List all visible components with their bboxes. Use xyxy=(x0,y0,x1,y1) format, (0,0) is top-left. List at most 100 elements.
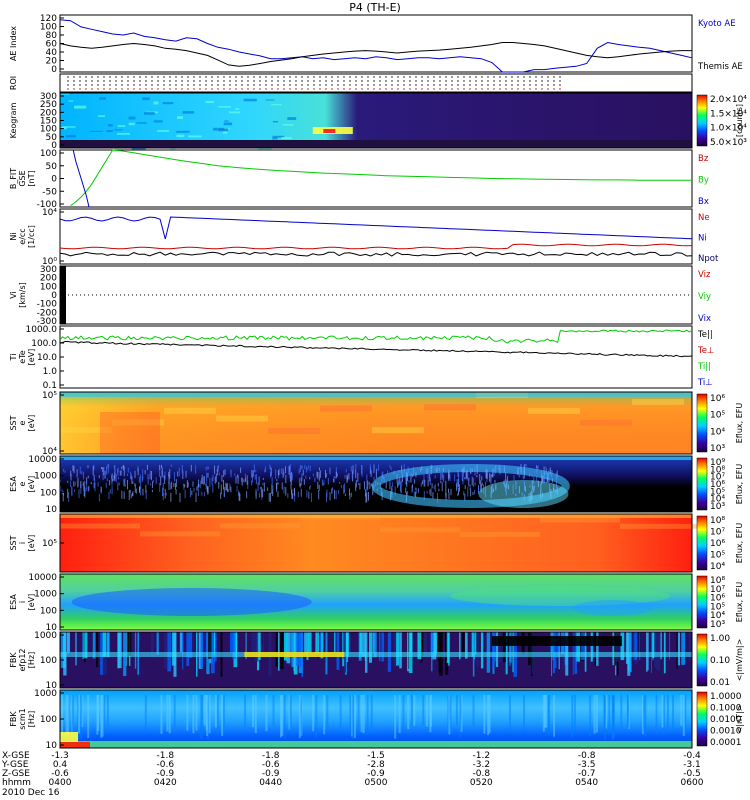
esa-e-noise xyxy=(251,480,253,486)
ytick-keogram: 250 xyxy=(40,100,57,110)
roi-dot xyxy=(217,88,219,90)
roi-dot xyxy=(127,80,129,82)
esa-e-noise xyxy=(162,487,164,497)
roi-dot xyxy=(337,88,339,90)
roi-dot xyxy=(211,84,213,86)
esa-e-noise xyxy=(265,466,267,473)
roi-dot xyxy=(373,88,375,90)
roi-dot xyxy=(493,84,495,86)
esa-e-noise xyxy=(117,482,119,491)
esa-e-noise xyxy=(239,493,241,502)
fbk-b-column xyxy=(407,695,410,730)
ytick-bfit: -50 xyxy=(42,187,57,197)
esa-e-noise xyxy=(246,491,248,499)
roi-dot xyxy=(193,84,195,86)
series-bfit-1 xyxy=(70,149,692,207)
esa-e-noise xyxy=(297,491,299,498)
esa-e-noise xyxy=(246,475,248,485)
sst-e-bin xyxy=(268,427,320,434)
colorbar-tick-sst_e: 10³ xyxy=(710,444,725,454)
esa-e-noise xyxy=(93,474,95,481)
esa-e-noise xyxy=(542,478,544,481)
roi-dot xyxy=(259,84,261,86)
esa-e-noise xyxy=(464,477,466,480)
footer-row-label: hhmm xyxy=(2,778,31,788)
roi-dot xyxy=(313,88,315,90)
roi-dot xyxy=(169,84,171,86)
ylabel-ae: AE Index xyxy=(9,26,18,61)
esa-e-noise xyxy=(333,478,335,482)
fbk-b-column xyxy=(487,695,490,736)
roi-dot xyxy=(505,84,507,86)
esa-e-noise xyxy=(476,474,478,478)
roi-dot xyxy=(301,88,303,90)
esa-e-noise xyxy=(449,474,451,481)
fbk-e-column xyxy=(594,632,598,666)
sst-i-bin xyxy=(460,531,540,537)
esa-e-noise xyxy=(401,465,403,474)
roi-dot xyxy=(199,84,201,86)
roi-dot xyxy=(349,88,351,90)
roi-dot xyxy=(331,76,333,78)
esa-e-noise xyxy=(258,492,260,498)
fbk-b-column xyxy=(195,695,198,731)
esa-e-noise xyxy=(348,488,350,496)
fbk-e-mid-band xyxy=(60,652,692,657)
fbk-e-column xyxy=(334,632,336,653)
roi-dot xyxy=(343,76,345,78)
ylabel-fbk_e: efp12 xyxy=(18,649,27,672)
roi-dot xyxy=(547,88,549,90)
esa-e-noise xyxy=(234,473,236,476)
esa-e-noise xyxy=(168,471,170,477)
esa-e-noise xyxy=(277,482,279,485)
roi-dot xyxy=(343,88,345,90)
roi-dot xyxy=(223,88,225,90)
ylabel-vi: Vi xyxy=(9,291,18,299)
fbk-e-column xyxy=(186,632,190,666)
esa-e-noise xyxy=(226,483,228,493)
roi-dot xyxy=(79,76,81,78)
roi-dot xyxy=(235,88,237,90)
fbk-e-column xyxy=(492,632,494,668)
series-ne-line xyxy=(59,243,693,250)
footer-time-tick: 0520 xyxy=(470,778,493,788)
roi-dot xyxy=(553,80,555,82)
esa-e-noise xyxy=(547,477,549,483)
roi-dot xyxy=(259,76,261,78)
esa-e-noise xyxy=(413,491,415,496)
esa-e-noise xyxy=(255,469,257,472)
esa-e-noise xyxy=(98,493,100,502)
roi-dot xyxy=(529,80,531,82)
esa-e-noise xyxy=(307,467,309,471)
roi-dot xyxy=(475,80,477,82)
esa-e-noise xyxy=(456,483,458,491)
fbk-e-column xyxy=(596,632,599,666)
roi-dot xyxy=(181,76,183,78)
esa-e-noise xyxy=(138,476,140,483)
esa-e-noise xyxy=(212,474,214,482)
esa-e-noise xyxy=(269,464,271,470)
esa-e-noise xyxy=(339,481,341,484)
colorbar-tick-sst_i: 10⁶ xyxy=(710,539,725,549)
esa-e-noise xyxy=(551,470,553,475)
ytick-fbk_b: 100 xyxy=(40,715,57,725)
sst-e-bin xyxy=(580,419,632,426)
roi-dot xyxy=(97,76,99,78)
esa-e-noise xyxy=(206,485,208,492)
esa-e-noise xyxy=(80,484,82,494)
roi-dot xyxy=(499,80,501,82)
esa-e-noise xyxy=(240,467,242,473)
footer-x-gse: -1.8 xyxy=(157,751,175,761)
roi-dot xyxy=(553,88,555,90)
legend-ni-0: Ne xyxy=(698,213,710,223)
esa-e-noise xyxy=(262,482,264,486)
esa-e-noise xyxy=(120,470,122,476)
roi-dot xyxy=(211,76,213,78)
fbk-b-column xyxy=(595,695,598,733)
esa-e-noise xyxy=(238,492,240,501)
esa-e-noise xyxy=(173,472,175,482)
esa-e-noise xyxy=(536,475,538,482)
roi-dot xyxy=(175,88,177,90)
roi-dot xyxy=(367,84,369,86)
esa-e-noise xyxy=(161,464,163,469)
